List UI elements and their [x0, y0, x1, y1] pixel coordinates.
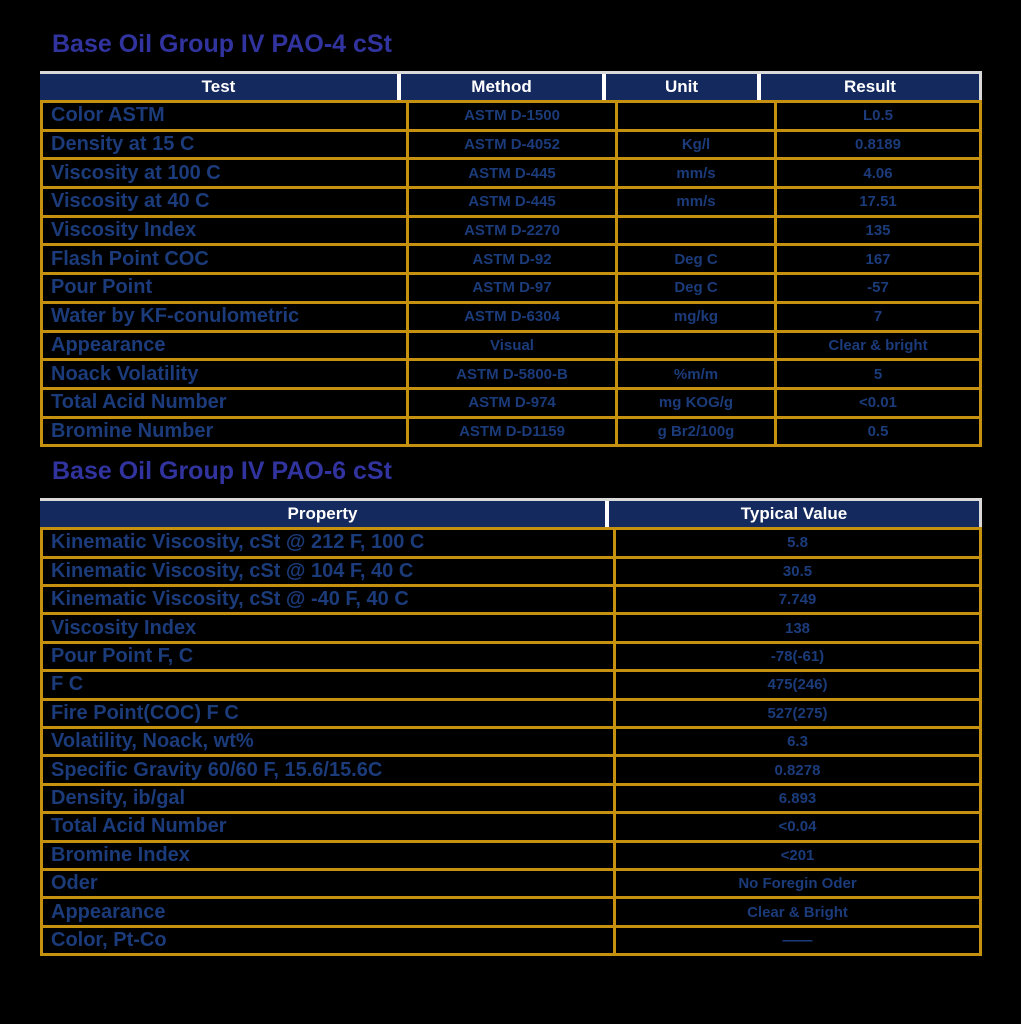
- unit-cell: mg/kg: [618, 303, 774, 330]
- result-cell: 17.51: [777, 189, 979, 215]
- value-cell: 527(275): [616, 700, 979, 726]
- test-cell: Total Acid Number: [43, 389, 406, 416]
- result-cell: 0.5: [777, 418, 979, 445]
- test-cell: Viscosity at 40 C: [43, 189, 406, 215]
- unit-cell: [618, 217, 774, 244]
- value-cell: ——: [616, 927, 979, 954]
- unit-cell: Deg C: [618, 246, 774, 273]
- value-cell: 6.893: [616, 785, 979, 812]
- result-cell: Clear & bright: [777, 332, 979, 359]
- value-cell: 5.8: [616, 530, 979, 556]
- method-cell: ASTM D-4052: [409, 131, 615, 158]
- table1-header-method: Method: [401, 74, 606, 100]
- method-cell: ASTM D-974: [409, 389, 615, 416]
- method-cell: ASTM D-5800-B: [409, 361, 615, 387]
- method-cell: ASTM D-445: [409, 189, 615, 215]
- unit-cell: Deg C: [618, 275, 774, 301]
- table1-title: Base Oil Group IV PAO-4 cSt: [52, 30, 392, 58]
- spacer: [40, 485, 982, 498]
- value-cell: 30.5: [616, 558, 979, 585]
- result-cell: 7: [777, 303, 979, 330]
- unit-cell: mm/s: [618, 160, 774, 187]
- table2-header-property: Property: [40, 501, 609, 528]
- value-cell: <0.04: [616, 814, 979, 840]
- test-cell: Water by KF-conulometric: [43, 303, 406, 330]
- method-cell: Visual: [409, 332, 615, 359]
- property-cell: Appearance: [43, 899, 613, 925]
- result-cell: 5: [777, 361, 979, 387]
- property-cell: Specific Gravity 60/60 F, 15.6/15.6C: [43, 757, 613, 783]
- test-cell: Pour Point: [43, 275, 406, 301]
- property-cell: Viscosity Index: [43, 615, 613, 641]
- result-cell: 4.06: [777, 160, 979, 187]
- value-cell: 475(246): [616, 672, 979, 698]
- table1-header-test: Test: [40, 74, 401, 100]
- unit-cell: mm/s: [618, 189, 774, 215]
- method-cell: ASTM D-D1159: [409, 418, 615, 445]
- unit-cell: [618, 332, 774, 359]
- method-cell: ASTM D-2270: [409, 217, 615, 244]
- result-cell: 0.8189: [777, 131, 979, 158]
- table1-header-row: Test Method Unit Result: [40, 71, 982, 100]
- result-cell: 135: [777, 217, 979, 244]
- unit-cell: %m/m: [618, 361, 774, 387]
- unit-cell: Kg/l: [618, 131, 774, 158]
- property-cell: Volatility, Noack, wt%: [43, 728, 613, 755]
- value-cell: -78(-61): [616, 643, 979, 670]
- result-cell: -57: [777, 275, 979, 301]
- value-cell: 0.8278: [616, 757, 979, 783]
- result-cell: <0.01: [777, 389, 979, 416]
- table1-header-result: Result: [761, 74, 979, 100]
- unit-cell: [618, 103, 774, 129]
- test-cell: Viscosity at 100 C: [43, 160, 406, 187]
- method-cell: ASTM D-1500: [409, 103, 615, 129]
- method-cell: ASTM D-445: [409, 160, 615, 187]
- value-cell: 6.3: [616, 728, 979, 755]
- property-cell: Fire Point(COC) F C: [43, 700, 613, 726]
- spacer: [40, 58, 982, 71]
- property-cell: Total Acid Number: [43, 814, 613, 840]
- property-cell: Pour Point F, C: [43, 643, 613, 670]
- table2-header-typical-value: Typical Value: [609, 501, 979, 528]
- test-cell: Noack Volatility: [43, 361, 406, 387]
- table1-body: Color ASTM ASTM D-1500 L0.5 Density at 1…: [40, 100, 982, 448]
- unit-cell: mg KOG/g: [618, 389, 774, 416]
- table2-body: Kinematic Viscosity, cSt @ 212 F, 100 C …: [40, 527, 982, 957]
- property-cell: Kinematic Viscosity, cSt @ 212 F, 100 C: [43, 530, 613, 556]
- value-cell: 7.749: [616, 587, 979, 613]
- property-cell: Bromine Index: [43, 842, 613, 868]
- result-cell: L0.5: [777, 103, 979, 129]
- result-cell: 167: [777, 246, 979, 273]
- property-cell: Kinematic Viscosity, cSt @ 104 F, 40 C: [43, 558, 613, 585]
- value-cell: Clear & Bright: [616, 899, 979, 925]
- test-cell: Appearance: [43, 332, 406, 359]
- method-cell: ASTM D-6304: [409, 303, 615, 330]
- test-cell: Color ASTM: [43, 103, 406, 129]
- method-cell: ASTM D-97: [409, 275, 615, 301]
- test-cell: Viscosity Index: [43, 217, 406, 244]
- unit-cell: g Br2/100g: [618, 418, 774, 445]
- content-area: Base Oil Group IV PAO-4 cSt Test Method …: [40, 30, 982, 957]
- table1-header-unit: Unit: [606, 74, 761, 100]
- property-cell: Color, Pt-Co: [43, 927, 613, 954]
- property-cell: Kinematic Viscosity, cSt @ -40 F, 40 C: [43, 587, 613, 613]
- test-cell: Flash Point COC: [43, 246, 406, 273]
- property-cell: Oder: [43, 870, 613, 897]
- value-cell: <201: [616, 842, 979, 868]
- value-cell: No Foregin Oder: [616, 870, 979, 897]
- property-cell: F C: [43, 672, 613, 698]
- test-cell: Bromine Number: [43, 418, 406, 445]
- table2-title: Base Oil Group IV PAO-6 cSt: [52, 457, 392, 486]
- table2-header-row: Property Typical Value: [40, 498, 982, 528]
- property-cell: Density, ib/gal: [43, 785, 613, 812]
- value-cell: 138: [616, 615, 979, 641]
- method-cell: ASTM D-92: [409, 246, 615, 273]
- test-cell: Density at 15 C: [43, 131, 406, 158]
